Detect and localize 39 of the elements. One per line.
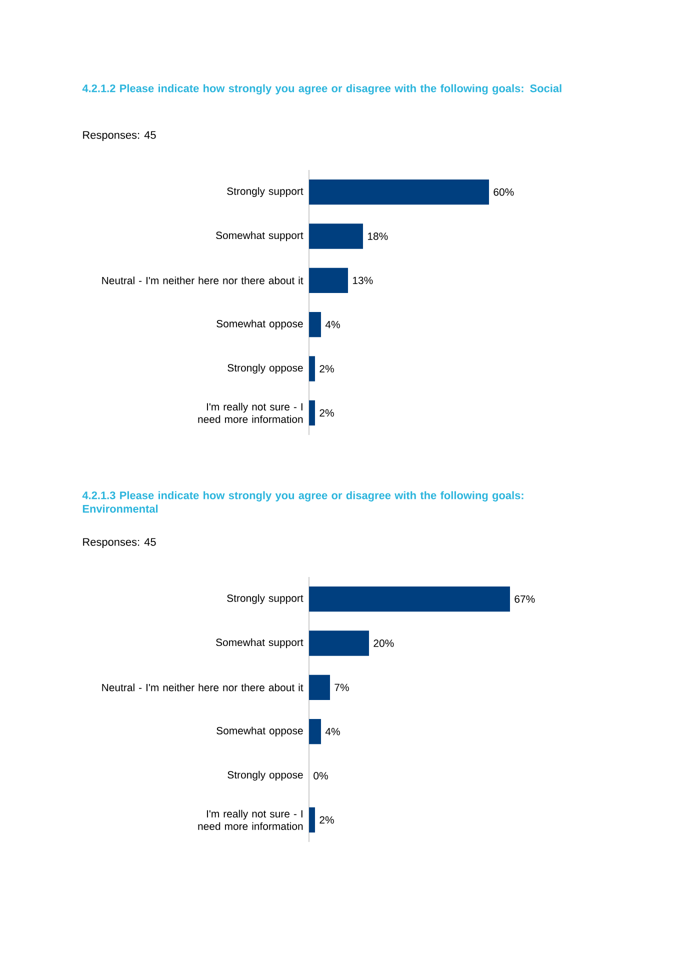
data-label: 18% [368,232,388,240]
bar [308,718,321,744]
text: Responses: 45 [83,131,156,141]
y-tick-label: Neutral - I'm neither here nor there about it [102,684,304,692]
data-label: 13% [352,276,373,284]
y-tick-label: Somewhat support [216,231,304,242]
text: Responses: 45 [83,538,156,548]
data-label: 0% [314,772,328,780]
bar [308,356,315,382]
bar [308,179,489,205]
bar [308,674,330,700]
y-tick-label: I'm really not sure - I need more information [198,402,303,423]
chart-title: 4.2.1.2 Please indicate how strongly you agree or disagree with the following goals: Social [82,84,562,94]
y-tick-label: Strongly support [227,187,304,197]
y-tick-label: Strongly oppose [228,770,303,781]
bar [308,630,369,656]
y-tick-label: Somewhat oppose [216,726,303,736]
y-tick-label: Strongly oppose [228,364,303,374]
data-label: 2% [320,365,334,372]
y-tick-label: Strongly support [227,594,304,604]
data-label: 4% [325,728,340,736]
data-label: 4% [325,320,340,328]
data-label: 7% [334,684,349,692]
data-label: 2% [320,409,334,417]
bar [308,400,315,426]
y-tick-label: Neutral - I'm neither here nor there about it [102,276,304,284]
data-label: 20% [374,640,394,647]
data-label: 60% [494,188,514,196]
bar [308,268,348,293]
bar [308,312,321,338]
y-tick-label: I'm really not sure - I need more information [198,810,303,830]
chart-title: 4.2.1.3 Please indicate how strongly you agree or disagree with the following goals: Environmental [82,491,524,513]
bar [308,807,315,832]
data-label: 67% [514,595,535,603]
data-label: 2% [320,816,334,824]
y-tick-label: Somewhat oppose [216,320,303,330]
bar [308,586,510,612]
y-tick-label: Somewhat support [216,638,304,648]
bar [308,224,363,249]
